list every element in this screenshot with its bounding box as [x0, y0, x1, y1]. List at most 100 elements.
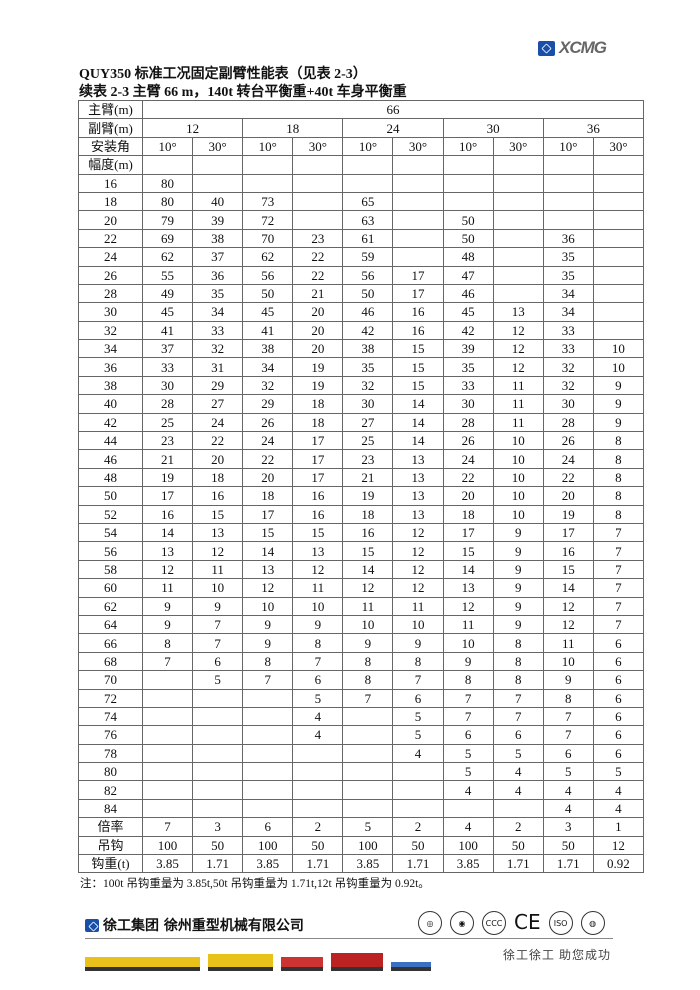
radius-cell: 50	[78, 486, 143, 506]
angle-cell: 10°	[442, 136, 494, 157]
radius-cell: 18	[78, 191, 143, 212]
capacity-cell: 12	[392, 578, 444, 598]
capacity-cell: 49	[141, 283, 194, 304]
radius-cell: 72	[78, 688, 143, 708]
capacity-cell	[342, 798, 394, 819]
capacity-cell: 9	[141, 614, 194, 635]
capacity-cell	[242, 743, 294, 764]
capacity-cell: 55	[141, 265, 194, 285]
capacity-cell: 4	[592, 798, 645, 819]
capacity-cell: 10	[542, 651, 594, 672]
capacity-cell: 6	[442, 725, 494, 745]
capacity-cell: 14	[141, 522, 194, 543]
capacity-cell: 48	[442, 247, 494, 267]
capacity-cell: 20	[292, 320, 344, 341]
capacity-cell	[442, 191, 494, 212]
capacity-cell: 5	[542, 762, 594, 782]
capacity-cell	[242, 688, 294, 708]
capacity-cell: 12	[492, 357, 544, 377]
capacity-cell: 14	[442, 559, 494, 580]
hook-info-cell: 0.92	[592, 854, 645, 874]
jib-length-cell: 36	[542, 118, 645, 138]
certification-marks: ◎ ◉ CCC CE ISO ◍	[418, 911, 605, 935]
capacity-cell: 35	[342, 357, 394, 377]
capacity-cell: 32	[542, 357, 594, 377]
capacity-cell: 13	[392, 504, 444, 524]
capacity-cell: 16	[542, 541, 594, 561]
capacity-cell: 8	[492, 633, 544, 653]
capacity-cell	[592, 302, 645, 322]
capacity-cell: 8	[542, 688, 594, 708]
jib-length-cell: 30	[442, 118, 544, 138]
capacity-cell: 9	[242, 633, 294, 653]
table-row: 30 45 34 45 20 46 16 45 13 34	[78, 302, 645, 322]
table-row: 70 5 7 6 8 7 8 8 9 6	[78, 670, 645, 690]
capacity-cell: 50	[442, 228, 494, 249]
capacity-cell: 6	[592, 670, 645, 690]
capacity-cell: 20	[292, 339, 344, 359]
capacity-cell: 12	[141, 559, 194, 580]
fire-truck-image	[331, 953, 383, 971]
capacity-cell: 6	[592, 651, 645, 672]
capacity-cell: 5	[192, 670, 244, 690]
capacity-cell: 9	[492, 559, 544, 580]
capacity-cell: 30	[542, 394, 594, 414]
hook-info-cell: 3.85	[342, 854, 394, 874]
seal-icon: ◎	[418, 911, 442, 935]
capacity-cell: 13	[141, 541, 194, 561]
angle-cell: 10°	[342, 136, 394, 157]
capacity-cell	[192, 688, 244, 708]
capacity-cell: 17	[392, 283, 444, 304]
hook-info-cell: 1.71	[392, 854, 444, 874]
capacity-cell	[442, 173, 494, 193]
capacity-cell: 38	[342, 339, 394, 359]
capacity-cell	[492, 173, 544, 193]
capacity-cell: 46	[342, 302, 394, 322]
capacity-cell: 12	[342, 578, 394, 598]
crawler-crane-image	[208, 945, 273, 971]
radius-cell: 22	[78, 228, 143, 249]
footer-divider	[85, 938, 613, 939]
table-row: 16 80	[78, 173, 645, 193]
capacity-cell: 4	[542, 798, 594, 819]
capacity-cell	[141, 725, 194, 745]
document-subtitle: 续表 2-3 主臂 66 m，140t 转台平衡重+40t 车身平衡重	[79, 85, 407, 100]
empty-cell	[442, 155, 494, 175]
capacity-cell: 6	[592, 706, 645, 727]
capacity-cell: 10	[242, 596, 294, 616]
capacity-cell: 34	[542, 283, 594, 304]
table-row: 46 21 20 22 17 23 13 24 10 24 8	[78, 449, 645, 469]
capacity-cell: 19	[292, 357, 344, 377]
capacity-cell: 50	[442, 210, 494, 230]
capacity-cell: 5	[442, 762, 494, 782]
capacity-cell: 12	[492, 320, 544, 341]
capacity-cell	[542, 173, 594, 193]
footnote: 注：100t 吊钩重量为 3.85t,50t 吊钩重量为 1.71t,12t 吊…	[80, 878, 430, 890]
capacity-cell: 16	[141, 504, 194, 524]
capacity-cell: 12	[492, 339, 544, 359]
capacity-cell: 32	[242, 375, 294, 396]
capacity-cell: 11	[442, 614, 494, 635]
capacity-cell: 6	[292, 670, 344, 690]
capacity-cell: 61	[342, 228, 394, 249]
capacity-cell: 9	[342, 633, 394, 653]
hook-info-cell: 3	[542, 817, 594, 837]
capacity-cell: 16	[392, 320, 444, 341]
capacity-cell	[492, 210, 544, 230]
ce-mark: CE	[514, 910, 541, 934]
empty-cell	[342, 155, 394, 175]
table-row: 52 16 15 17 16 18 13 18 10 19 8	[78, 504, 645, 524]
capacity-cell: 12	[392, 522, 444, 543]
capacity-cell: 10	[492, 431, 544, 451]
jib-length-cell: 24	[342, 118, 444, 138]
capacity-cell	[492, 191, 544, 212]
radius-cell: 62	[78, 596, 143, 616]
capacity-cell: 6	[592, 688, 645, 708]
capacity-cell: 11	[492, 412, 544, 433]
capacity-cell: 15	[242, 522, 294, 543]
capacity-cell: 9	[492, 522, 544, 543]
capacity-cell: 36	[542, 228, 594, 249]
radius-cell: 38	[78, 375, 143, 396]
table-row: 34 37 32 38 20 38 15 39 12 33 10	[78, 339, 645, 359]
capacity-cell: 8	[592, 486, 645, 506]
